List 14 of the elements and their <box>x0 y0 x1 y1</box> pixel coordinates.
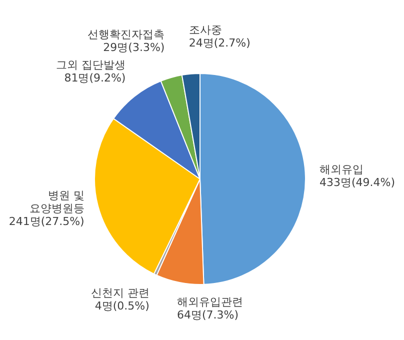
data-label: 4명(0.5%) <box>94 300 150 313</box>
data-label: 24명(2.7%) <box>188 36 250 50</box>
slice-label: 조사중 <box>188 23 222 36</box>
data-label: 64명(7.3%) <box>177 308 239 322</box>
slice-label: 해외유입관련 <box>177 296 243 309</box>
data-label: 433명(49.4%) <box>319 176 396 190</box>
data-label: 29명(3.3%) <box>103 40 165 54</box>
slice-label: 신천지 관련 <box>90 286 150 300</box>
data-label: 241명(27.5%) <box>8 214 84 228</box>
slice-label: 해외유입 <box>319 163 364 176</box>
slice-label: 선행확진자접촉 <box>88 28 165 41</box>
slice-label: 그외 집단발생 <box>56 58 126 72</box>
data-label: 81명(9.2%) <box>64 72 126 85</box>
slice-label: 병원 및 요양병원등 <box>29 188 84 215</box>
